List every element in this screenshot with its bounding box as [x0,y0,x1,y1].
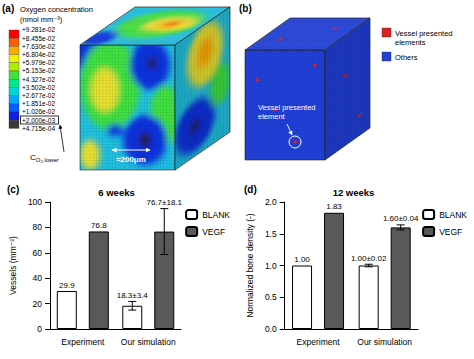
svg-text:76.7±18.1: 76.7±18.1 [147,198,183,207]
svg-text:+4.715e-04: +4.715e-04 [22,125,55,132]
svg-text:+9.281e-02: +9.281e-02 [22,26,55,33]
svg-text:Vessels (mm⁻²): Vessels (mm⁻²) [8,236,18,295]
svg-text:elements: elements [395,38,426,47]
svg-text:1.00±0.02: 1.00±0.02 [351,254,387,263]
svg-text:6 weeks: 6 weeks [98,187,134,198]
svg-text:+4.327e-02: +4.327e-02 [22,76,55,83]
svg-text:80: 80 [33,222,43,232]
svg-text:(a): (a) [2,3,14,14]
svg-text:1.60±0.04: 1.60±0.04 [383,214,419,223]
svg-text:≈200μm: ≈200μm [116,155,146,164]
svg-text:100: 100 [28,197,42,207]
svg-text:+3.502e-02: +3.502e-02 [22,84,55,91]
svg-text:2.0: 2.0 [265,197,277,207]
svg-text:1.00: 1.00 [294,255,310,264]
svg-text:40: 40 [33,273,43,283]
svg-text:Normalized bone density (-): Normalized bone density (-) [245,213,255,318]
svg-text:BLANK: BLANK [439,210,467,220]
svg-text:Experiment: Experiment [297,337,341,347]
svg-text:Vessel presented: Vessel presented [258,103,316,112]
svg-text:+2.677e-02: +2.677e-02 [22,92,55,99]
svg-text:+2.000e-03: +2.000e-03 [22,117,55,124]
svg-text:+8.455e-02: +8.455e-02 [22,35,55,42]
svg-text:CO₂,lower: CO₂,lower [30,153,59,163]
svg-text:(d): (d) [244,184,257,195]
svg-text:Experiment: Experiment [61,337,105,347]
svg-text:60: 60 [33,248,43,258]
svg-text:0: 0 [37,324,42,334]
svg-text:Oxygen concentration: Oxygen concentration [20,5,93,14]
svg-text:12 weeks: 12 weeks [333,187,375,198]
svg-text:+1.851e-02: +1.851e-02 [22,100,55,107]
svg-text:Our simulation: Our simulation [357,337,412,347]
svg-text:1.0: 1.0 [265,261,277,271]
svg-text:Our simulation: Our simulation [121,337,176,347]
svg-text:Others: Others [395,53,418,62]
svg-text:20: 20 [33,299,43,309]
svg-text:+6.804e-02: +6.804e-02 [22,51,55,58]
svg-text:+5.153e-02: +5.153e-02 [22,67,55,74]
svg-text:BLANK: BLANK [202,210,230,220]
svg-text:VEGF: VEGF [439,227,462,237]
svg-text:VEGF: VEGF [202,227,225,237]
svg-text:+5.979e-02: +5.979e-02 [22,59,55,66]
svg-text:29.9: 29.9 [59,281,75,290]
svg-text:18.3±3.4: 18.3±3.4 [117,291,149,300]
svg-text:1.83: 1.83 [326,202,342,211]
svg-text:0.5: 0.5 [265,292,277,302]
svg-text:0.0: 0.0 [265,324,277,334]
svg-text:76.8: 76.8 [91,221,107,230]
svg-text:(b): (b) [239,3,252,14]
svg-text:+1.026e-02: +1.026e-02 [22,108,55,115]
svg-text:Vessel presented: Vessel presented [395,29,453,38]
svg-text:(nmol mm⁻³): (nmol mm⁻³) [20,15,63,24]
svg-text:(c): (c) [7,184,19,195]
svg-text:1.5: 1.5 [265,229,277,239]
svg-text:+7.630e-02: +7.630e-02 [22,43,55,50]
svg-text:element: element [258,112,286,121]
